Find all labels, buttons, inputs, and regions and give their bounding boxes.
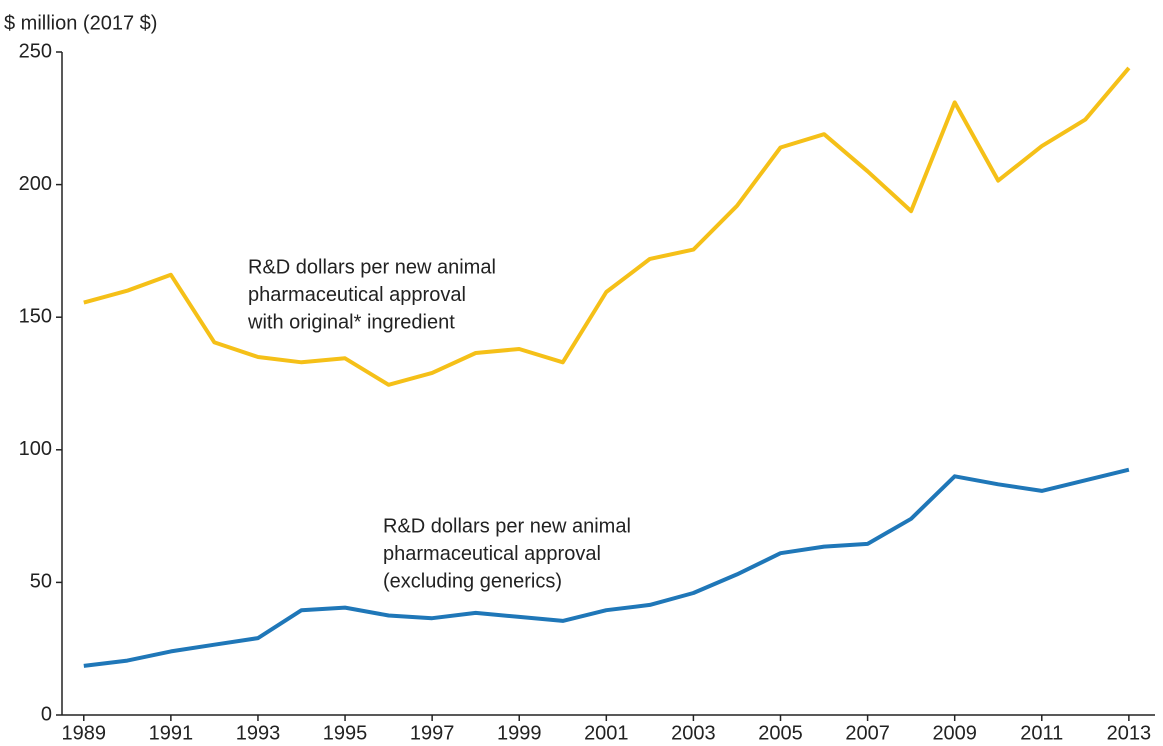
y-tick-label: 0	[41, 703, 52, 725]
series-line	[83, 467, 1130, 668]
x-tick-label: 2011	[1020, 722, 1063, 744]
y-axis-label: $ million (2017 $)	[4, 12, 157, 34]
annotation: (excluding generics)	[383, 570, 562, 592]
y-tick-label: 50	[30, 571, 52, 593]
y-tick-label: 100	[19, 438, 52, 460]
annotation: pharmaceutical approval	[383, 543, 601, 565]
y-tick-label: 250	[19, 40, 52, 62]
annotation: R&D dollars per new animal	[248, 256, 496, 278]
x-tick-label: 2001	[584, 722, 629, 744]
y-tick-label: 150	[19, 305, 52, 327]
x-tick-label: 1991	[149, 722, 194, 744]
x-tick-label: 2013	[1107, 722, 1152, 744]
series-line	[83, 66, 1131, 387]
y-tick-label: 200	[19, 173, 52, 195]
x-tick-label: 2003	[671, 722, 716, 744]
x-tick-label: 2009	[932, 722, 977, 744]
x-tick-label: 2007	[845, 722, 890, 744]
annotation: R&D dollars per new animal	[383, 515, 631, 537]
x-tick-label: 1993	[236, 722, 281, 744]
annotation: with original* ingredient	[247, 311, 455, 333]
x-tick-label: 1989	[62, 722, 107, 744]
x-tick-label: 1999	[497, 722, 542, 744]
x-tick-label: 1997	[410, 722, 455, 744]
x-tick-label: 1995	[323, 722, 368, 744]
x-tick-label: 2005	[758, 722, 803, 744]
annotation: pharmaceutical approval	[248, 284, 466, 306]
